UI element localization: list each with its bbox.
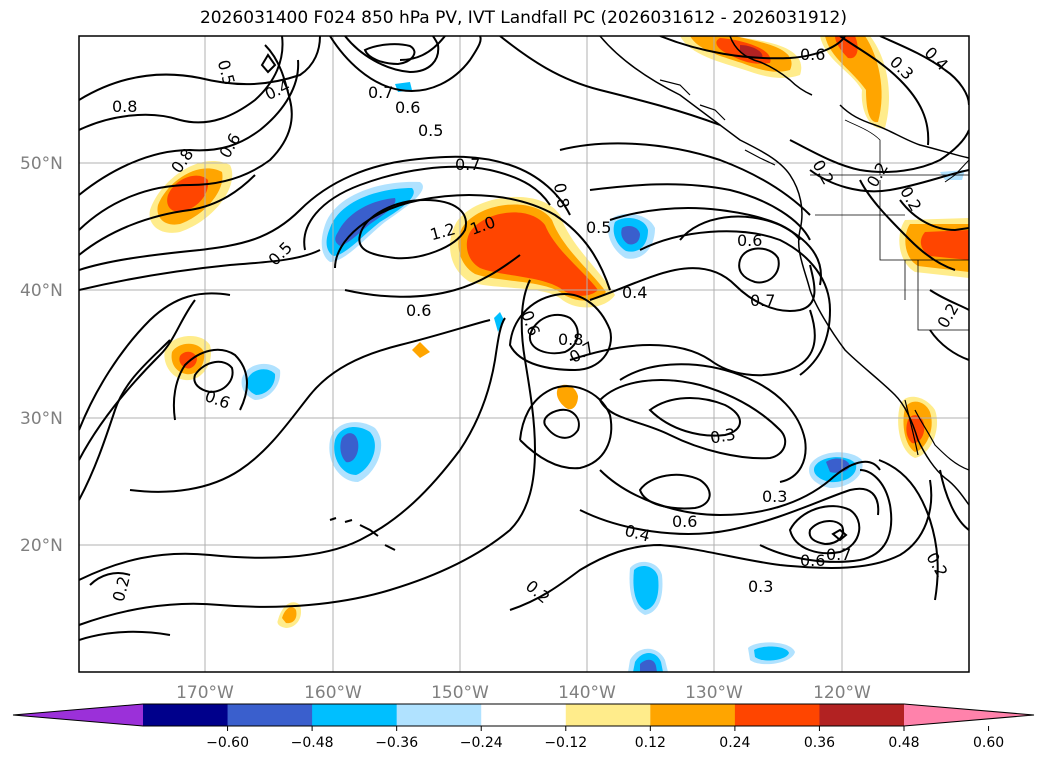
colorbar-segment (734, 704, 820, 726)
contour-label: 0.3 (762, 487, 787, 506)
shade-pos-5b (825, 36, 882, 123)
coastlines (329, 36, 969, 551)
contour-label: 0.4 (622, 283, 647, 302)
contour-label: 0.8 (558, 330, 583, 349)
colorbar-tick-label: −0.36 (375, 735, 418, 751)
colorbar-extend-high (904, 704, 1034, 726)
colorbar-tick-label: 0.48 (888, 735, 919, 751)
colorbar-segment (481, 704, 567, 726)
shade-pos-6c (920, 230, 969, 260)
latitude-labels: 50°N 40°N 30°N 20°N (20, 154, 63, 556)
contour-label: 0.5 (418, 121, 443, 140)
lat-label-30n: 30°N (20, 409, 63, 429)
colorbar-tick-label: 0.24 (719, 735, 750, 751)
colorbar-tick-label: −0.24 (460, 735, 503, 751)
colorbar-tick-label: −0.60 (206, 735, 249, 751)
shade-neg-7b (754, 646, 789, 661)
shade-pos-10b (282, 607, 297, 624)
contours (79, 36, 969, 641)
contour-label: 0.6 (672, 512, 697, 531)
lon-label-120w: 120°W (813, 683, 871, 703)
lat-label-40n: 40°N (20, 281, 63, 301)
colorbar-tick-label: −0.12 (544, 735, 587, 751)
colorbar: −0.60 −0.48 −0.36 −0.24 −0.12 0.12 0.24 0.36 0.4… (12, 703, 1035, 751)
colorbar-tick-label: 0.12 (635, 735, 666, 751)
lon-label-150w: 150°W (431, 683, 489, 703)
colorbar-segment (227, 704, 313, 726)
shade-neg-5b (633, 565, 659, 610)
lon-label-160w: 160°W (304, 683, 362, 703)
colorbar-segment (396, 704, 482, 726)
map-panel: 0.8 0.8 0.6 0.5 0.4 0.7 0.6 0.5 0.7 1.2 … (79, 36, 969, 672)
contour-label: 0.8 (112, 97, 137, 116)
map-frame (78, 35, 970, 673)
shade-neg-2c (340, 433, 359, 463)
contour-label: 0.7 (750, 291, 775, 310)
lon-label-130w: 130°W (685, 683, 743, 703)
shade-pos-9 (412, 342, 430, 358)
colorbar-tick-label: 0.36 (804, 735, 835, 751)
contour-label: 0.7 (826, 545, 851, 564)
contour-label: 0.6 (395, 98, 420, 117)
contour-label: 0.7 (455, 155, 480, 174)
colorbar-tick-label: 0.60 (973, 735, 1004, 751)
longitude-labels: 170°W 160°W 150°W 140°W 130°W 120°W (176, 683, 871, 703)
lat-label-20n: 20°N (20, 536, 63, 556)
shade-neg-6c (640, 659, 657, 672)
shade-pos-3c (179, 351, 197, 369)
colorbar-tick-label: −0.48 (291, 735, 334, 751)
shade-neg-9 (494, 312, 504, 332)
contour-label: 0.5 (586, 218, 611, 237)
contour-label: 0.6 (406, 301, 431, 320)
contour-label: 0.3 (748, 577, 773, 596)
lon-label-140w: 140°W (558, 683, 616, 703)
colorbar-segment (819, 704, 905, 726)
borders (810, 119, 969, 331)
shade-pos-8 (556, 384, 578, 410)
contour-label: 0.6 (737, 231, 762, 250)
lon-label-170w: 170°W (176, 683, 234, 703)
contour-label: 0.7 (368, 83, 393, 102)
colorbar-segment (143, 704, 229, 726)
contour-label: 0.3 (709, 424, 737, 447)
colorbar-segment (312, 704, 398, 726)
shade-neg-3c (621, 226, 640, 245)
colorbar-outline (12, 703, 1035, 727)
colorbar-extend-low (13, 704, 143, 726)
shade-pos-2c (466, 212, 598, 296)
colorbar-segment (650, 704, 736, 726)
map-title: 2026031400 F024 850 hPa PV, IVT Landfall… (199, 8, 847, 28)
colorbar-segment (565, 704, 651, 726)
contour-label: 0.8 (550, 181, 573, 209)
contour-label: 0.6 (800, 551, 825, 570)
contour-label: 0.6 (800, 45, 825, 64)
shade-neg-8b (246, 369, 276, 395)
lat-label-50n: 50°N (20, 154, 63, 174)
